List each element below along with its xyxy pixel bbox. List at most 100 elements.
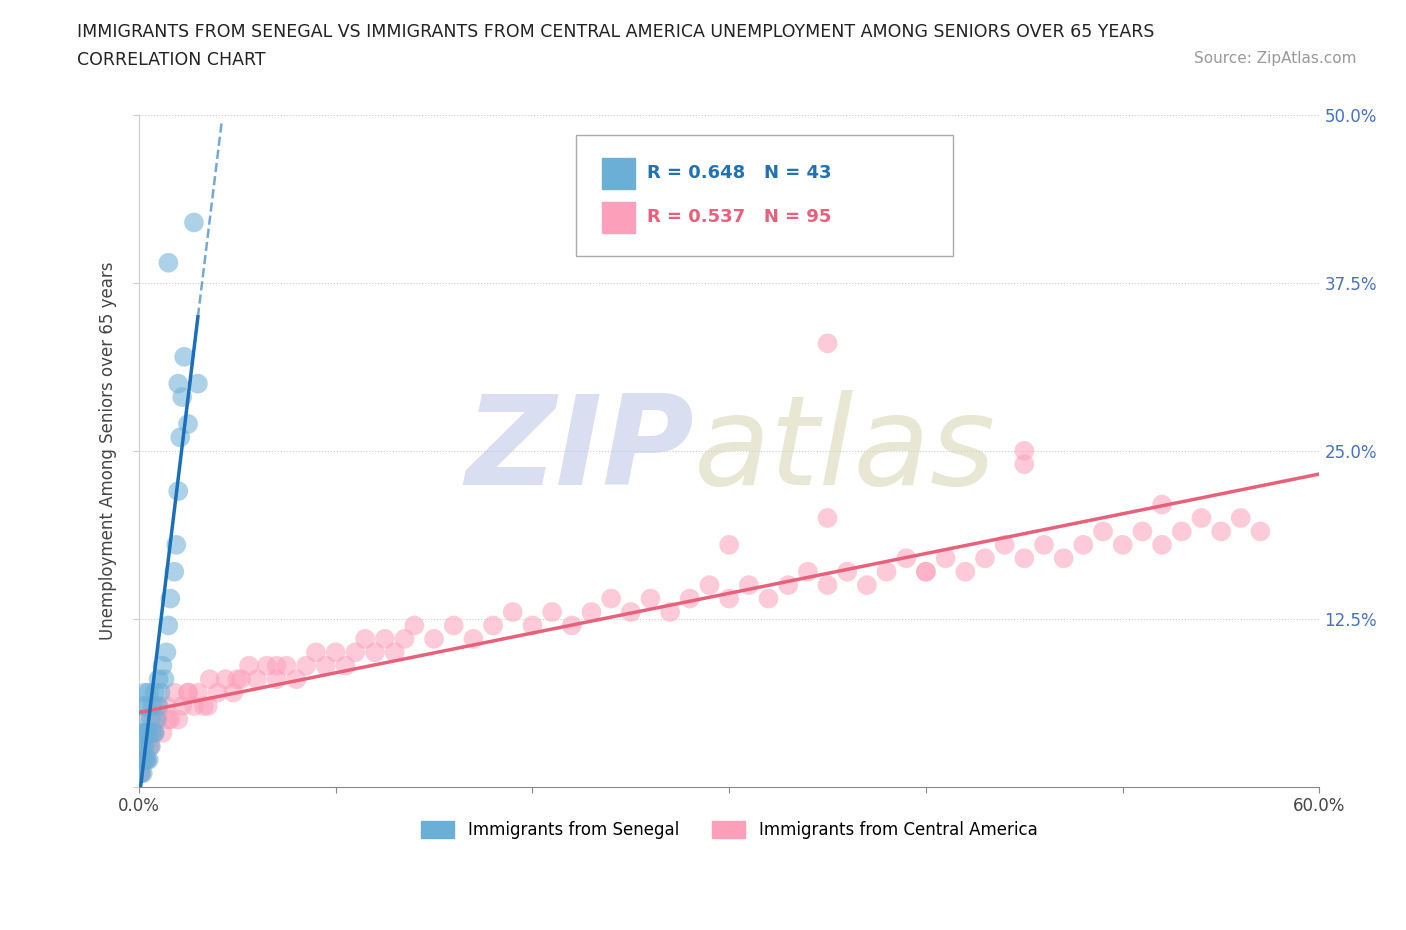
Point <box>138 725 160 740</box>
Point <box>163 565 186 579</box>
Y-axis label: Unemployment Among Seniors over 65 years: Unemployment Among Seniors over 65 years <box>100 261 117 640</box>
Point <box>129 739 152 754</box>
Text: R = 0.537   N = 95: R = 0.537 N = 95 <box>647 208 831 226</box>
Point <box>856 578 879 592</box>
Point <box>155 698 177 713</box>
Text: CORRELATION CHART: CORRELATION CHART <box>77 51 266 69</box>
Point <box>159 591 181 606</box>
Point <box>994 538 1017 552</box>
Point <box>183 698 205 713</box>
Point <box>738 578 761 592</box>
Point <box>143 725 166 740</box>
Point <box>246 671 269 686</box>
Point <box>699 578 721 592</box>
Text: IMMIGRANTS FROM SENEGAL VS IMMIGRANTS FROM CENTRAL AMERICA UNEMPLOYMENT AMONG SE: IMMIGRANTS FROM SENEGAL VS IMMIGRANTS FR… <box>77 23 1154 41</box>
Point <box>129 725 152 740</box>
Point <box>138 739 160 754</box>
Point <box>139 739 162 754</box>
Point <box>135 752 157 767</box>
Point <box>139 712 162 727</box>
Point <box>404 618 426 633</box>
Point <box>152 725 174 740</box>
Point <box>231 671 253 686</box>
Point <box>915 565 938 579</box>
Point <box>620 604 643 619</box>
Point <box>797 565 820 579</box>
Point <box>394 631 416 646</box>
Point <box>285 671 308 686</box>
Point <box>143 725 166 740</box>
Point <box>222 685 245 700</box>
Point <box>915 565 938 579</box>
Point <box>129 765 152 780</box>
Point <box>1092 524 1115 538</box>
Point <box>758 591 780 606</box>
Point <box>1014 457 1036 472</box>
Point <box>1073 538 1095 552</box>
Point <box>335 658 357 673</box>
Point <box>148 671 170 686</box>
Point <box>145 698 167 713</box>
Point <box>1130 524 1153 538</box>
Point <box>167 484 190 498</box>
Point <box>132 752 155 767</box>
Point <box>138 725 160 740</box>
Point <box>135 752 157 767</box>
Point <box>1053 551 1076 565</box>
Point <box>374 631 396 646</box>
Point <box>817 336 839 351</box>
Point <box>187 685 209 700</box>
Point <box>132 739 155 754</box>
Point <box>167 377 190 392</box>
Point <box>522 618 544 633</box>
Point <box>173 350 195 365</box>
Point <box>134 739 156 754</box>
Point <box>163 685 186 700</box>
Point <box>482 618 505 633</box>
Point <box>183 215 205 230</box>
Point <box>167 712 190 727</box>
Point <box>778 578 800 592</box>
Point <box>837 565 859 579</box>
Point <box>1033 538 1056 552</box>
Point <box>153 671 176 686</box>
Point <box>266 671 288 686</box>
Point <box>157 618 180 633</box>
Point <box>135 698 157 713</box>
Point <box>1014 551 1036 565</box>
Point <box>214 671 236 686</box>
Bar <box>602 158 634 189</box>
Point <box>172 698 194 713</box>
Point <box>896 551 918 565</box>
Point <box>364 644 387 659</box>
Point <box>344 644 367 659</box>
Point <box>354 631 377 646</box>
Point <box>581 604 603 619</box>
FancyBboxPatch shape <box>575 135 953 256</box>
Point <box>177 685 200 700</box>
Point <box>315 658 337 673</box>
Point <box>159 712 181 727</box>
Text: Source: ZipAtlas.com: Source: ZipAtlas.com <box>1194 51 1357 66</box>
Point <box>138 685 160 700</box>
Point <box>177 685 200 700</box>
Point <box>142 698 165 713</box>
Point <box>974 551 997 565</box>
Point <box>129 765 152 780</box>
Point <box>148 698 170 713</box>
Point <box>197 698 219 713</box>
Point <box>276 658 298 673</box>
Point <box>817 511 839 525</box>
Point <box>1189 511 1212 525</box>
Point <box>502 604 524 619</box>
Point <box>561 618 583 633</box>
Point <box>238 658 260 673</box>
Point <box>541 604 564 619</box>
Point <box>1150 538 1173 552</box>
Point <box>718 538 741 552</box>
Point <box>143 685 166 700</box>
Point <box>157 712 180 727</box>
Legend: Immigrants from Senegal, Immigrants from Central America: Immigrants from Senegal, Immigrants from… <box>415 814 1045 845</box>
Point <box>132 752 155 767</box>
Point <box>226 671 249 686</box>
